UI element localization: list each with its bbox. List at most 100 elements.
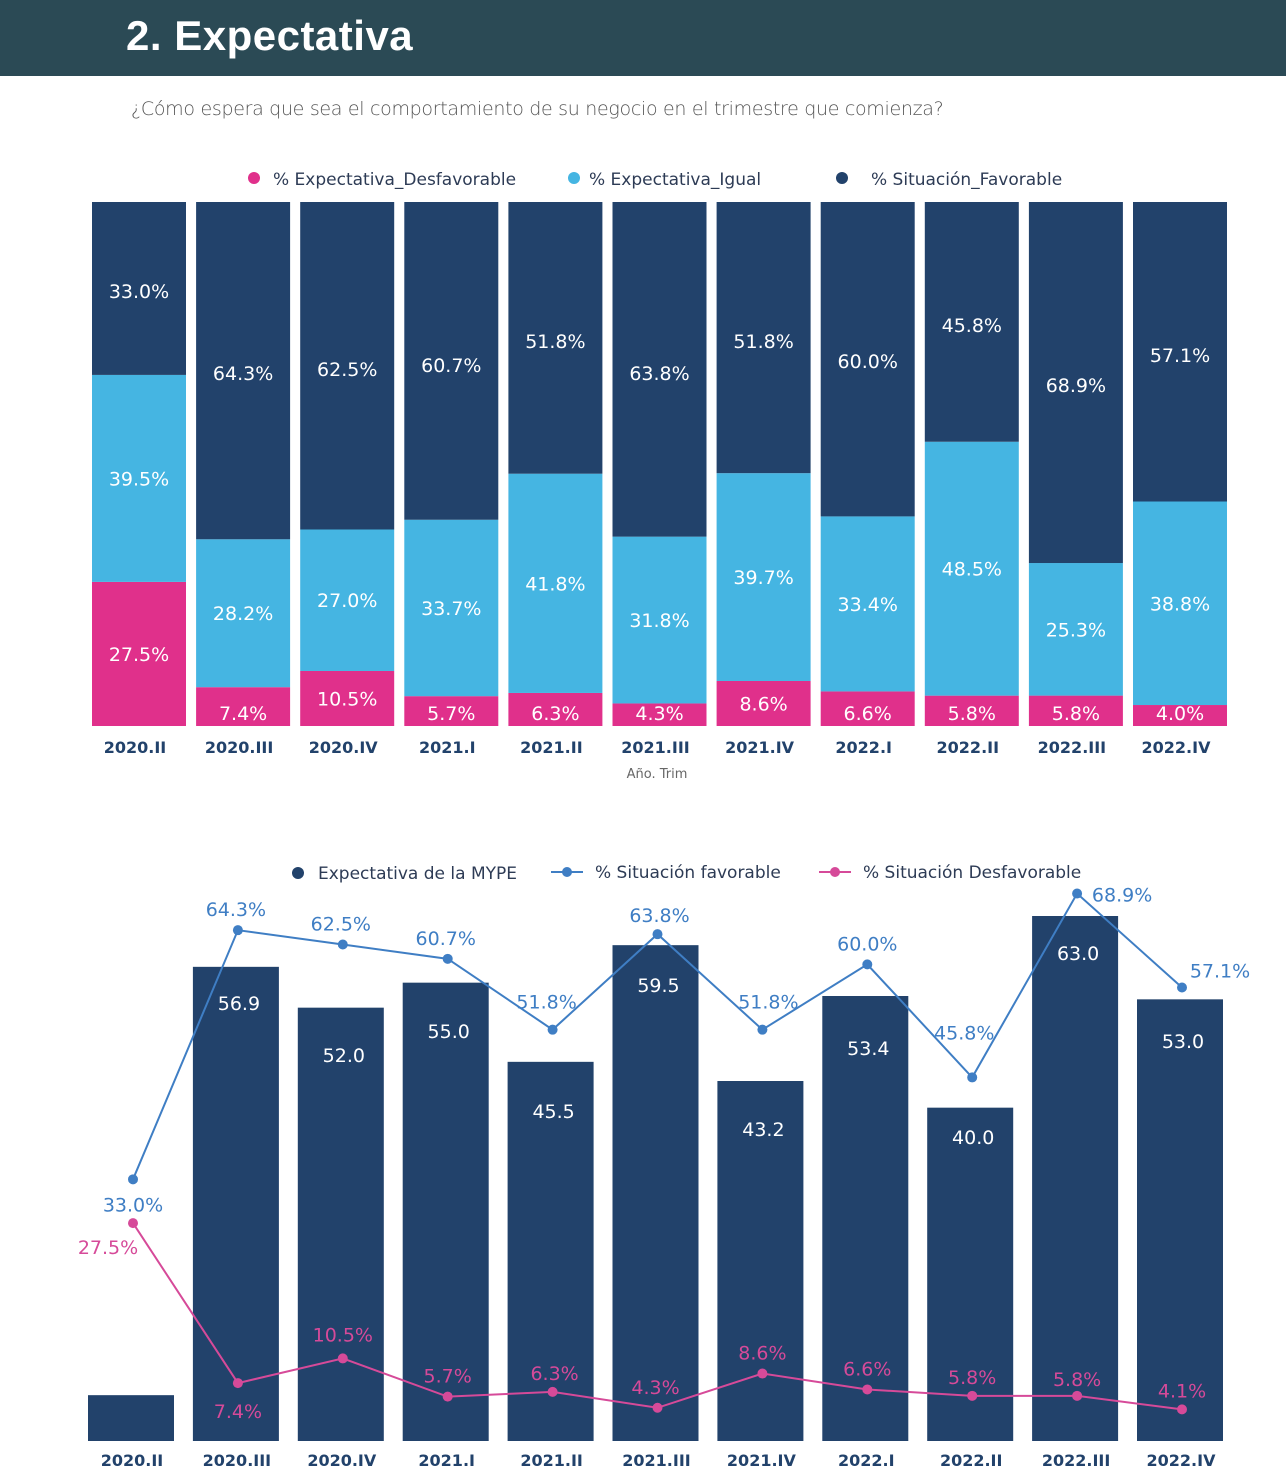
data-label: 68.9% — [1046, 375, 1106, 397]
data-label: 10.5% — [317, 688, 377, 710]
x-tick-label: 2020.IV — [309, 738, 379, 757]
line-point-desfavorable — [547, 1386, 558, 1397]
data-label: 38.8% — [1150, 593, 1210, 615]
data-label: 57.1% — [1150, 345, 1210, 367]
x-tick-label: 2021.IV — [727, 1451, 797, 1470]
line-value-label: 63.8% — [629, 905, 689, 927]
bar — [192, 966, 279, 1441]
line-value-label: 60.0% — [837, 933, 897, 955]
legend-label-3: % Situación_Favorable — [871, 170, 1062, 190]
x-tick-label: 2022.I — [838, 1451, 895, 1470]
bar-value-label: 63.0 — [1057, 943, 1099, 965]
bar-segment — [612, 536, 707, 704]
x-tick-label: 2021.II — [520, 738, 583, 757]
legend-marker-1 — [248, 172, 260, 184]
data-label: 5.8% — [948, 703, 996, 725]
x-tick-label: 2022.II — [940, 1451, 1003, 1470]
line-value-label: 33.0% — [103, 1194, 163, 1216]
bar-segment — [924, 695, 1019, 726]
line-point-desfavorable — [1177, 1404, 1187, 1415]
data-label: 48.5% — [942, 559, 1002, 581]
x-tick-label: 2021.I — [419, 738, 476, 757]
line-point-desfavorable — [967, 1390, 978, 1401]
data-label: 27.5% — [109, 644, 169, 666]
bar-value-label: 53.4 — [847, 1038, 889, 1060]
bar-segment — [404, 519, 499, 697]
line-point-favorable — [442, 953, 453, 964]
bar — [612, 945, 699, 1441]
bar — [1137, 999, 1223, 1441]
bar-value-label: 40.0 — [952, 1127, 994, 1149]
x-tick-label: 2021.IV — [725, 738, 795, 757]
x-tick-label: 2020.II — [104, 738, 167, 757]
bar — [88, 1395, 174, 1441]
data-label: 5.7% — [427, 703, 475, 725]
bar-segment — [196, 202, 291, 540]
bar-segment — [1028, 563, 1123, 696]
bar-segment — [92, 374, 186, 582]
line-value-label: 4.1% — [1158, 1380, 1206, 1402]
bar-value-label: 59.5 — [637, 975, 679, 997]
x-tick-label: 2020.II — [101, 1451, 164, 1470]
data-label: 62.5% — [317, 359, 377, 381]
data-label: 33.7% — [421, 598, 481, 620]
data-label: 33.4% — [838, 594, 898, 616]
bar-segment — [1133, 501, 1227, 706]
bar-segment — [92, 581, 186, 726]
line-point-favorable — [967, 1072, 978, 1083]
line-point-favorable — [1072, 888, 1083, 899]
bar-segment — [92, 202, 186, 375]
legend-label-desfavorable: % Situación Desfavorable — [863, 863, 1081, 883]
data-label: 39.7% — [733, 567, 793, 589]
bar-value-label: 55.0 — [428, 1021, 470, 1043]
bar-segment — [404, 202, 499, 520]
bar — [402, 982, 489, 1441]
line-point-favorable — [1177, 982, 1187, 993]
x-tick-label: 2020.III — [203, 1451, 271, 1470]
bar — [927, 1107, 1014, 1441]
legend-marker-bars — [292, 867, 304, 879]
bar-value-label: 53.0 — [1162, 1031, 1204, 1053]
line-value-label: 64.3% — [206, 899, 266, 921]
data-label: 51.8% — [525, 331, 585, 353]
bar — [297, 1007, 384, 1441]
line-point-favorable — [128, 1174, 138, 1185]
line-point-favorable — [652, 929, 663, 940]
data-label: 8.6% — [739, 693, 787, 715]
bar-value-label: 52.0 — [323, 1045, 365, 1067]
bar-segment — [820, 691, 915, 726]
data-label: 39.5% — [109, 468, 169, 490]
line-value-label: 57.1% — [1190, 960, 1250, 982]
data-label: 6.3% — [531, 703, 579, 725]
data-label: 60.0% — [838, 351, 898, 373]
x-tick-label: 2021.III — [621, 738, 689, 757]
line-value-label: 62.5% — [311, 914, 371, 936]
bar-segment — [508, 692, 603, 726]
line-point-desfavorable — [862, 1384, 873, 1395]
bar-segment — [508, 473, 603, 693]
x-tick-label: 2022.III — [1038, 738, 1106, 757]
data-label: 4.0% — [1156, 703, 1204, 725]
legend-marker-favorable — [562, 867, 572, 877]
line-point-desfavorable — [652, 1402, 663, 1413]
line-value-label: 68.9% — [1092, 885, 1152, 907]
line-point-desfavorable — [232, 1378, 243, 1389]
line-value-label: 5.7% — [424, 1366, 472, 1388]
legend-label-1: % Expectativa_Desfavorable — [273, 170, 516, 190]
bar-value-label: 56.9 — [218, 993, 260, 1015]
line-value-label: 5.8% — [1053, 1369, 1101, 1391]
line-value-label: 6.3% — [530, 1363, 578, 1385]
bar-segment — [716, 680, 811, 726]
line-point-desfavorable — [128, 1218, 138, 1229]
x-tick-label: 2020.IV — [307, 1451, 377, 1470]
line-value-label: 60.7% — [416, 928, 476, 950]
line-value-label: 51.8% — [516, 992, 576, 1014]
line-point-desfavorable — [1072, 1390, 1083, 1401]
bar-segment — [924, 202, 1019, 442]
data-label: 25.3% — [1046, 619, 1106, 641]
bar — [507, 1061, 594, 1441]
bar-segment — [716, 473, 811, 681]
line-point-desfavorable — [442, 1391, 453, 1402]
data-label: 5.8% — [1052, 703, 1100, 725]
